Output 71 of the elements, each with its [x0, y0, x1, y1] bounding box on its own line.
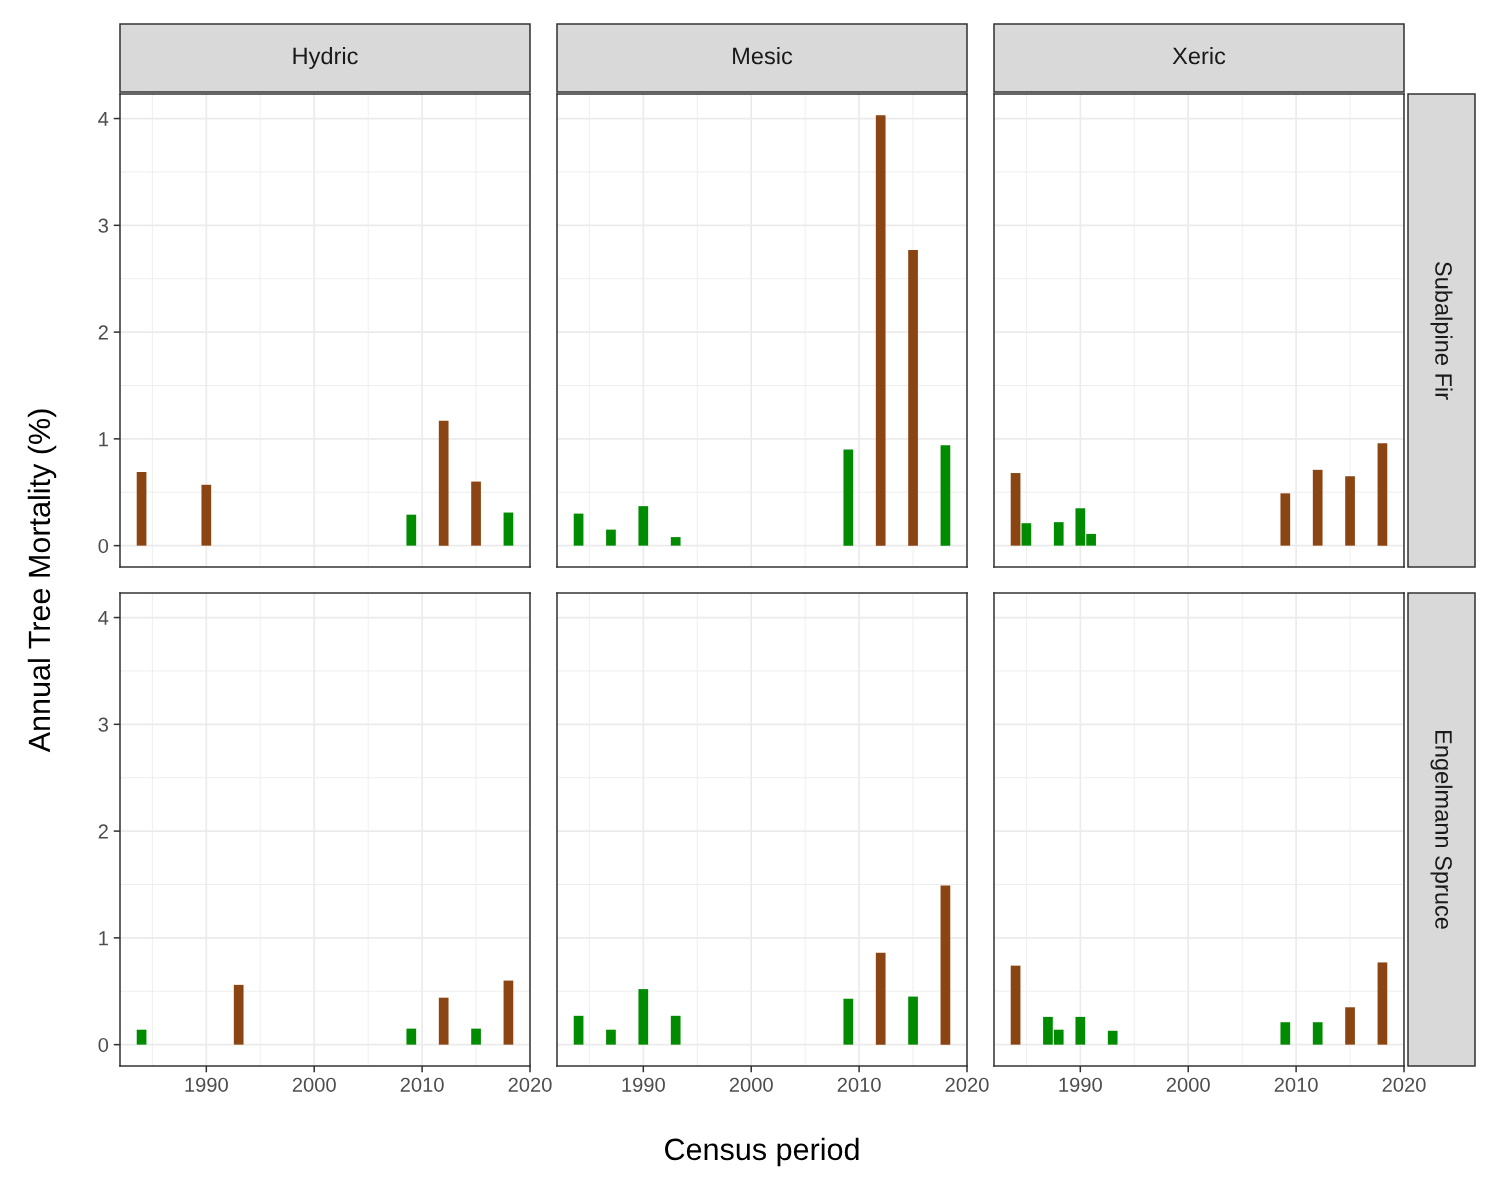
bar	[638, 989, 649, 1045]
bar	[201, 484, 212, 546]
chart-title: Hydric	[293, 47, 358, 69]
bar	[1107, 1030, 1118, 1045]
bar	[1377, 962, 1388, 1045]
bar	[908, 249, 918, 546]
x-tick-label: 1990	[1059, 1077, 1102, 1092]
bar	[1377, 443, 1388, 546]
bar	[406, 514, 417, 546]
bar	[1075, 1016, 1086, 1045]
bar	[573, 513, 584, 546]
bar	[573, 1015, 584, 1045]
y-tick-label: 2	[98, 325, 108, 340]
bar	[1280, 1022, 1291, 1045]
y-tick-label: 4	[98, 611, 109, 625]
bar	[940, 885, 951, 1045]
bar	[875, 115, 886, 546]
bar	[908, 996, 918, 1045]
bar	[606, 529, 616, 546]
x-axis-title: Census period	[665, 1137, 859, 1167]
bar	[1010, 965, 1021, 1045]
bar	[136, 1029, 147, 1045]
bar	[1021, 523, 1032, 546]
x-tick-label: 2000	[729, 1077, 773, 1092]
y-tick-label: 0	[98, 538, 109, 554]
chart-title: Xeric	[1172, 47, 1226, 65]
y-tick-label: 0	[98, 1037, 109, 1053]
bar	[638, 506, 649, 546]
bar	[471, 481, 481, 546]
chart-title: Mesic	[733, 47, 793, 65]
bar	[1312, 1022, 1323, 1045]
bar	[1010, 473, 1021, 546]
y-tick-label: 1	[99, 432, 108, 447]
y-tick-label: 4	[98, 112, 109, 126]
bar	[843, 998, 854, 1045]
bar	[136, 471, 147, 546]
bar	[1345, 476, 1355, 546]
bar	[843, 449, 854, 546]
x-tick-label: 1990	[185, 1077, 228, 1092]
x-tick-label: 2010	[400, 1077, 444, 1092]
y2-axis-title: Subalpine Fir	[1430, 262, 1453, 400]
x-tick-label: 2020	[945, 1077, 989, 1092]
bar	[503, 980, 514, 1045]
bar	[438, 420, 449, 546]
bar	[438, 997, 449, 1045]
y-tick-label: 3	[98, 218, 108, 233]
y-tick-label: 3	[98, 717, 108, 732]
bar	[1312, 469, 1323, 546]
x-tick-label: 2020	[1382, 1077, 1426, 1092]
x-tick-label: 1990	[622, 1077, 665, 1092]
x-tick-label: 2010	[1274, 1077, 1318, 1092]
bar	[406, 1028, 417, 1045]
bar	[471, 1028, 481, 1045]
y2-axis-title: Engelmann Spruce	[1430, 731, 1453, 929]
bar	[1053, 522, 1064, 546]
bar	[670, 1015, 681, 1045]
x-tick-label: 2000	[292, 1077, 336, 1092]
bar	[606, 1029, 616, 1045]
bar	[940, 445, 951, 546]
x-tick-label: 2000	[1166, 1077, 1210, 1092]
bar	[233, 984, 244, 1045]
bar	[670, 537, 681, 546]
y-tick-label: 2	[98, 824, 108, 839]
bar	[1280, 493, 1291, 546]
bar	[1345, 1007, 1355, 1045]
bar	[503, 512, 514, 546]
y-tick-label: 1	[99, 931, 108, 946]
x-tick-label: 2020	[508, 1077, 552, 1092]
y-axis-title: Annual Tree Mortality (%)	[27, 409, 57, 753]
bar	[875, 952, 886, 1045]
x-tick-label: 2010	[837, 1077, 881, 1092]
